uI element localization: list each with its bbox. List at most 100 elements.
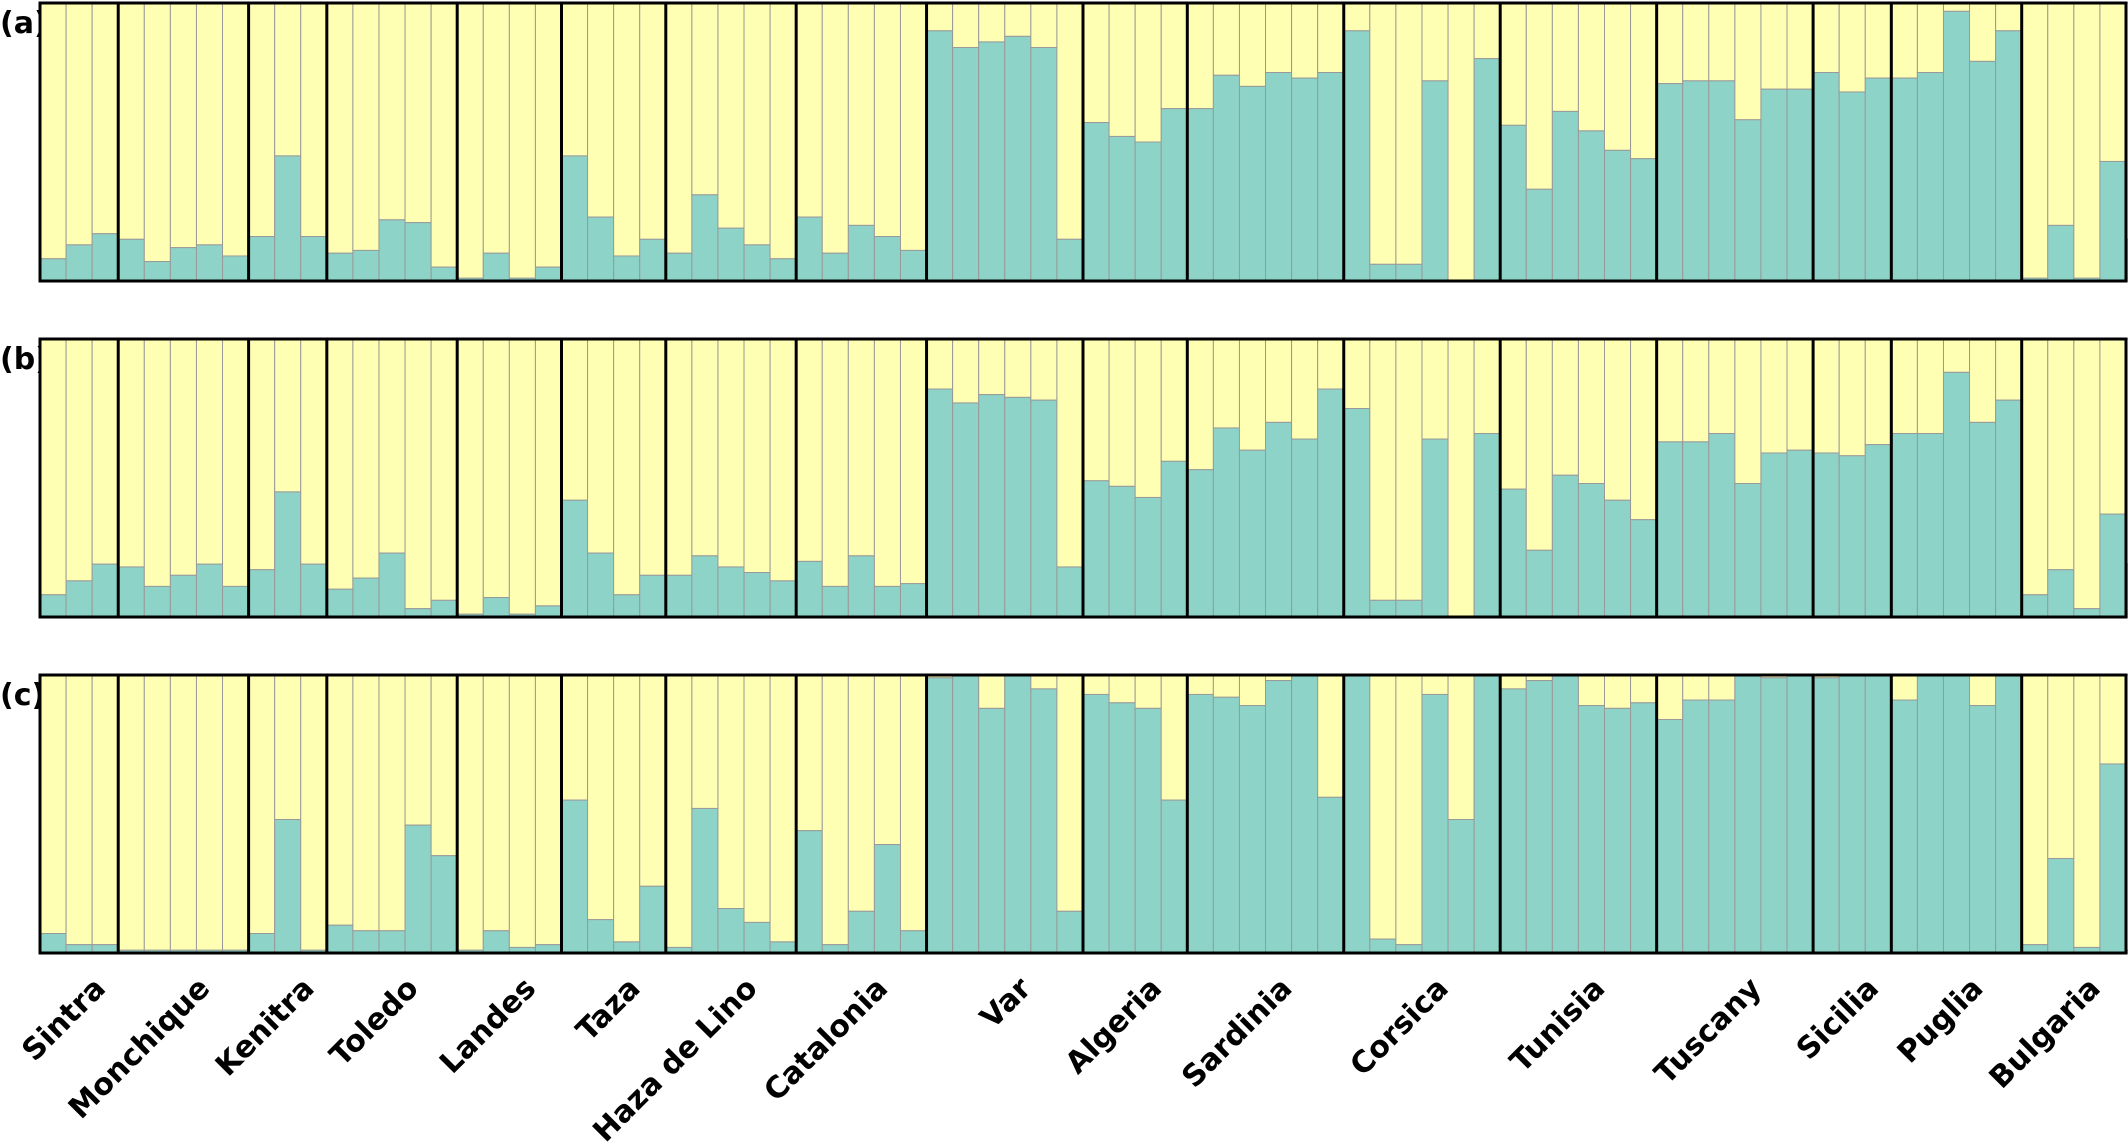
bar-segment-upper xyxy=(1447,338,1475,618)
bar-segment-upper xyxy=(1369,338,1397,601)
population-label: Puglia xyxy=(1891,971,1990,1070)
bar-segment-upper xyxy=(1604,2,1632,151)
bar-segment-upper xyxy=(326,2,354,254)
bar-segment-lower xyxy=(1760,88,1788,282)
bar-segment-upper xyxy=(1160,674,1188,801)
bar-segment-lower xyxy=(482,252,510,282)
bar-segment-upper xyxy=(691,2,719,196)
bar-segment-lower xyxy=(1030,688,1058,954)
bar-segment-lower xyxy=(326,252,354,282)
bar-segment-upper xyxy=(456,338,484,615)
bar-segment-upper xyxy=(1969,674,1997,707)
population-label: Taza xyxy=(570,971,647,1048)
bar-segment-lower xyxy=(926,677,954,954)
bar-segment-lower xyxy=(1395,263,1423,282)
bar-segment-lower xyxy=(1812,72,1840,282)
bar-segment-lower xyxy=(847,910,875,954)
bar-segment-upper xyxy=(821,2,849,254)
bar-segment-upper xyxy=(561,338,589,501)
bar-segment-lower xyxy=(613,941,641,954)
panel-frame xyxy=(38,337,2128,619)
bar-segment-upper xyxy=(2021,2,2049,279)
bar-segment-lower xyxy=(1630,158,1658,282)
bar-segment-upper xyxy=(1030,2,1058,48)
bar-segment-upper xyxy=(587,2,615,218)
bar-segment-upper xyxy=(1291,338,1319,440)
bar-segment-upper xyxy=(2099,674,2127,765)
bar-segment-lower xyxy=(430,855,458,954)
bar-segment-lower xyxy=(1942,674,1971,954)
bar-segment-upper xyxy=(717,338,745,568)
bar-segment-lower xyxy=(1708,80,1736,282)
bar-segment-lower xyxy=(587,552,615,618)
population-label: Algeria xyxy=(1059,971,1169,1081)
bar-segment-upper xyxy=(1760,338,1788,454)
bar-segment-upper xyxy=(639,674,667,887)
bar-segment-upper xyxy=(1212,338,1240,429)
bar-segment-upper xyxy=(1577,674,1606,707)
bar-segment-upper xyxy=(508,2,536,279)
bar-segment-upper xyxy=(1473,338,1501,435)
bar-segment-lower xyxy=(1916,674,1944,954)
bar-segment-lower xyxy=(1186,693,1214,954)
bar-segment-lower xyxy=(1708,433,1736,618)
bar-segment-upper xyxy=(352,338,380,579)
bar-segment-upper xyxy=(1525,2,1553,190)
bar-segment-lower xyxy=(1265,680,1293,954)
bar-segment-lower xyxy=(1864,674,1892,954)
bar-segment-upper xyxy=(613,338,641,596)
bar-segment-lower xyxy=(1473,433,1501,618)
bar-segment-upper xyxy=(1630,338,1658,521)
bar-segment-upper xyxy=(222,2,250,257)
bar-segment-lower xyxy=(1890,433,1918,618)
bar-segment-upper xyxy=(1056,674,1084,912)
bar-segment-lower xyxy=(1317,388,1345,618)
bar-segment-lower xyxy=(1160,108,1188,282)
bar-segment-lower xyxy=(1160,799,1188,954)
bar-segment-upper xyxy=(1734,2,1762,121)
bar-segment-lower xyxy=(352,577,380,618)
bar-segment-lower xyxy=(248,236,276,282)
bar-segment-upper xyxy=(300,2,328,238)
population-label: Var xyxy=(974,971,1039,1036)
bar-segment-upper xyxy=(1473,2,1501,60)
bar-segment-lower xyxy=(1369,599,1397,618)
bar-segment-upper xyxy=(274,338,302,493)
bar-segment-lower xyxy=(1238,449,1267,618)
bar-segment-upper xyxy=(378,2,406,221)
bar-segment-lower xyxy=(1969,60,1997,282)
bar-segment-upper xyxy=(1004,2,1032,37)
bar-segment-lower xyxy=(91,233,119,282)
bar-segment-upper xyxy=(1682,674,1710,701)
bar-segment-lower xyxy=(1108,135,1136,282)
bar-segment-lower xyxy=(1786,88,1814,282)
bar-segment-lower xyxy=(352,930,380,954)
bar-segment-upper xyxy=(248,674,276,935)
bar-segment-upper xyxy=(1108,674,1136,704)
bar-segment-upper xyxy=(1108,2,1136,137)
bar-segment-lower xyxy=(1056,910,1084,954)
bar-segment-lower xyxy=(1186,469,1214,618)
bar-segment-lower xyxy=(1212,696,1240,954)
bar-segment-upper xyxy=(1499,338,1527,490)
bar-segment-lower xyxy=(222,585,250,618)
bar-segment-upper xyxy=(534,338,562,607)
bar-segment-upper xyxy=(169,338,197,576)
bar-segment-lower xyxy=(1369,263,1397,282)
bar-segment-lower xyxy=(926,30,954,282)
bar-segment-lower xyxy=(717,908,745,954)
bar-segment-lower xyxy=(1551,474,1579,618)
bar-segment-lower xyxy=(1030,399,1058,618)
bar-segment-lower xyxy=(1682,80,1710,282)
bar-segment-lower xyxy=(274,491,302,618)
population-label: Tuscany xyxy=(1648,971,1769,1092)
bar-segment-upper xyxy=(195,2,224,246)
bar-segment-upper xyxy=(2073,674,2101,948)
bar-segment-lower xyxy=(1682,699,1710,954)
panel-label: (c) xyxy=(0,678,45,713)
bar-segment-upper xyxy=(1395,338,1423,601)
bar-segment-upper xyxy=(1995,2,2023,32)
bar-segment-lower xyxy=(1525,680,1553,954)
bar-segment-lower xyxy=(1056,238,1084,282)
